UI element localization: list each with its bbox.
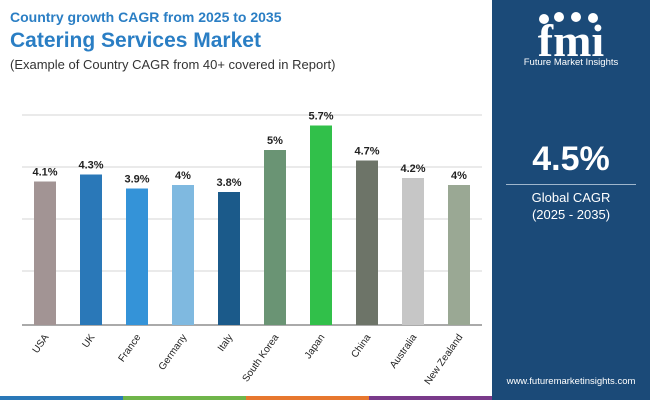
logo-icon-dot (571, 12, 581, 22)
bar-uk (80, 174, 102, 325)
bar-australia (402, 178, 424, 325)
panel-divider (506, 184, 636, 185)
bar-germany (172, 185, 194, 325)
global-cagr-value: 4.5% (532, 140, 610, 178)
x-tick-label: USA (31, 332, 52, 355)
global-cagr-label: Global CAGR (531, 190, 611, 205)
footer-color-segment (123, 396, 246, 400)
bar-japan (310, 125, 332, 325)
logo-wordmark: fmi (538, 15, 605, 66)
x-tick-label: Germany (157, 332, 190, 372)
chart-subtitle: Country growth CAGR from 2025 to 2035 (10, 9, 282, 25)
data-label: 3.8% (216, 177, 241, 189)
bar-china (356, 160, 378, 325)
x-tick-label: Australia (388, 332, 420, 371)
bar-usa (34, 181, 56, 325)
data-label: 4% (175, 170, 191, 182)
bar-chart-svg: 4.1% USA 4.3% UK 3.9% France 4% Germany 3.8% Ital… (22, 111, 482, 387)
x-tick-label: Japan (303, 332, 328, 361)
logo-icon-dot (588, 13, 598, 23)
footer-color-segment (0, 396, 123, 400)
logo-icon-dot (554, 12, 564, 22)
x-tick-label: UK (80, 332, 97, 350)
x-tick-label: Italy (216, 332, 236, 353)
bar-chart: 4.1% USA 4.3% UK 3.9% France 4% Germany 3.8% Ital… (0, 100, 490, 400)
website-link[interactable]: www.futuremarketinsights.com (506, 376, 636, 387)
chart-title: Catering Services Market (10, 29, 261, 52)
data-label: 4.7% (354, 146, 379, 158)
x-tick-label: France (117, 332, 144, 364)
x-tick-label: South Korea (241, 332, 282, 384)
bar-south-korea (264, 150, 286, 325)
x-tick-label: New Zealand (423, 332, 466, 387)
data-label: 4.3% (78, 160, 103, 172)
fmi-logo: fmi (538, 12, 605, 66)
data-label: 4.2% (400, 163, 425, 175)
bar-france (126, 188, 148, 325)
bar-new-zealand (448, 185, 470, 325)
data-label: 5% (267, 135, 283, 147)
x-tick-label: China (349, 332, 373, 360)
global-cagr-range: (2025 - 2035) (531, 207, 611, 222)
data-label: 4.1% (32, 167, 57, 179)
bar-italy (218, 192, 240, 325)
logo-subtitle: Future Market Insights (523, 57, 619, 68)
side-panel: fmi Future Market Insights 4.5% Global C… (492, 0, 650, 400)
logo-icon-dot (539, 14, 549, 24)
chart-note: (Example of Country CAGR from 40+ covere… (10, 57, 336, 72)
footer-color-segment (246, 396, 369, 400)
header: Country growth CAGR from 2025 to 2035 Ca… (10, 8, 480, 73)
footer-color-segment (369, 396, 492, 400)
data-label: 4% (451, 170, 467, 182)
footer-color-bar (0, 396, 492, 400)
data-label: 3.9% (124, 174, 149, 186)
data-label: 5.7% (308, 111, 333, 123)
